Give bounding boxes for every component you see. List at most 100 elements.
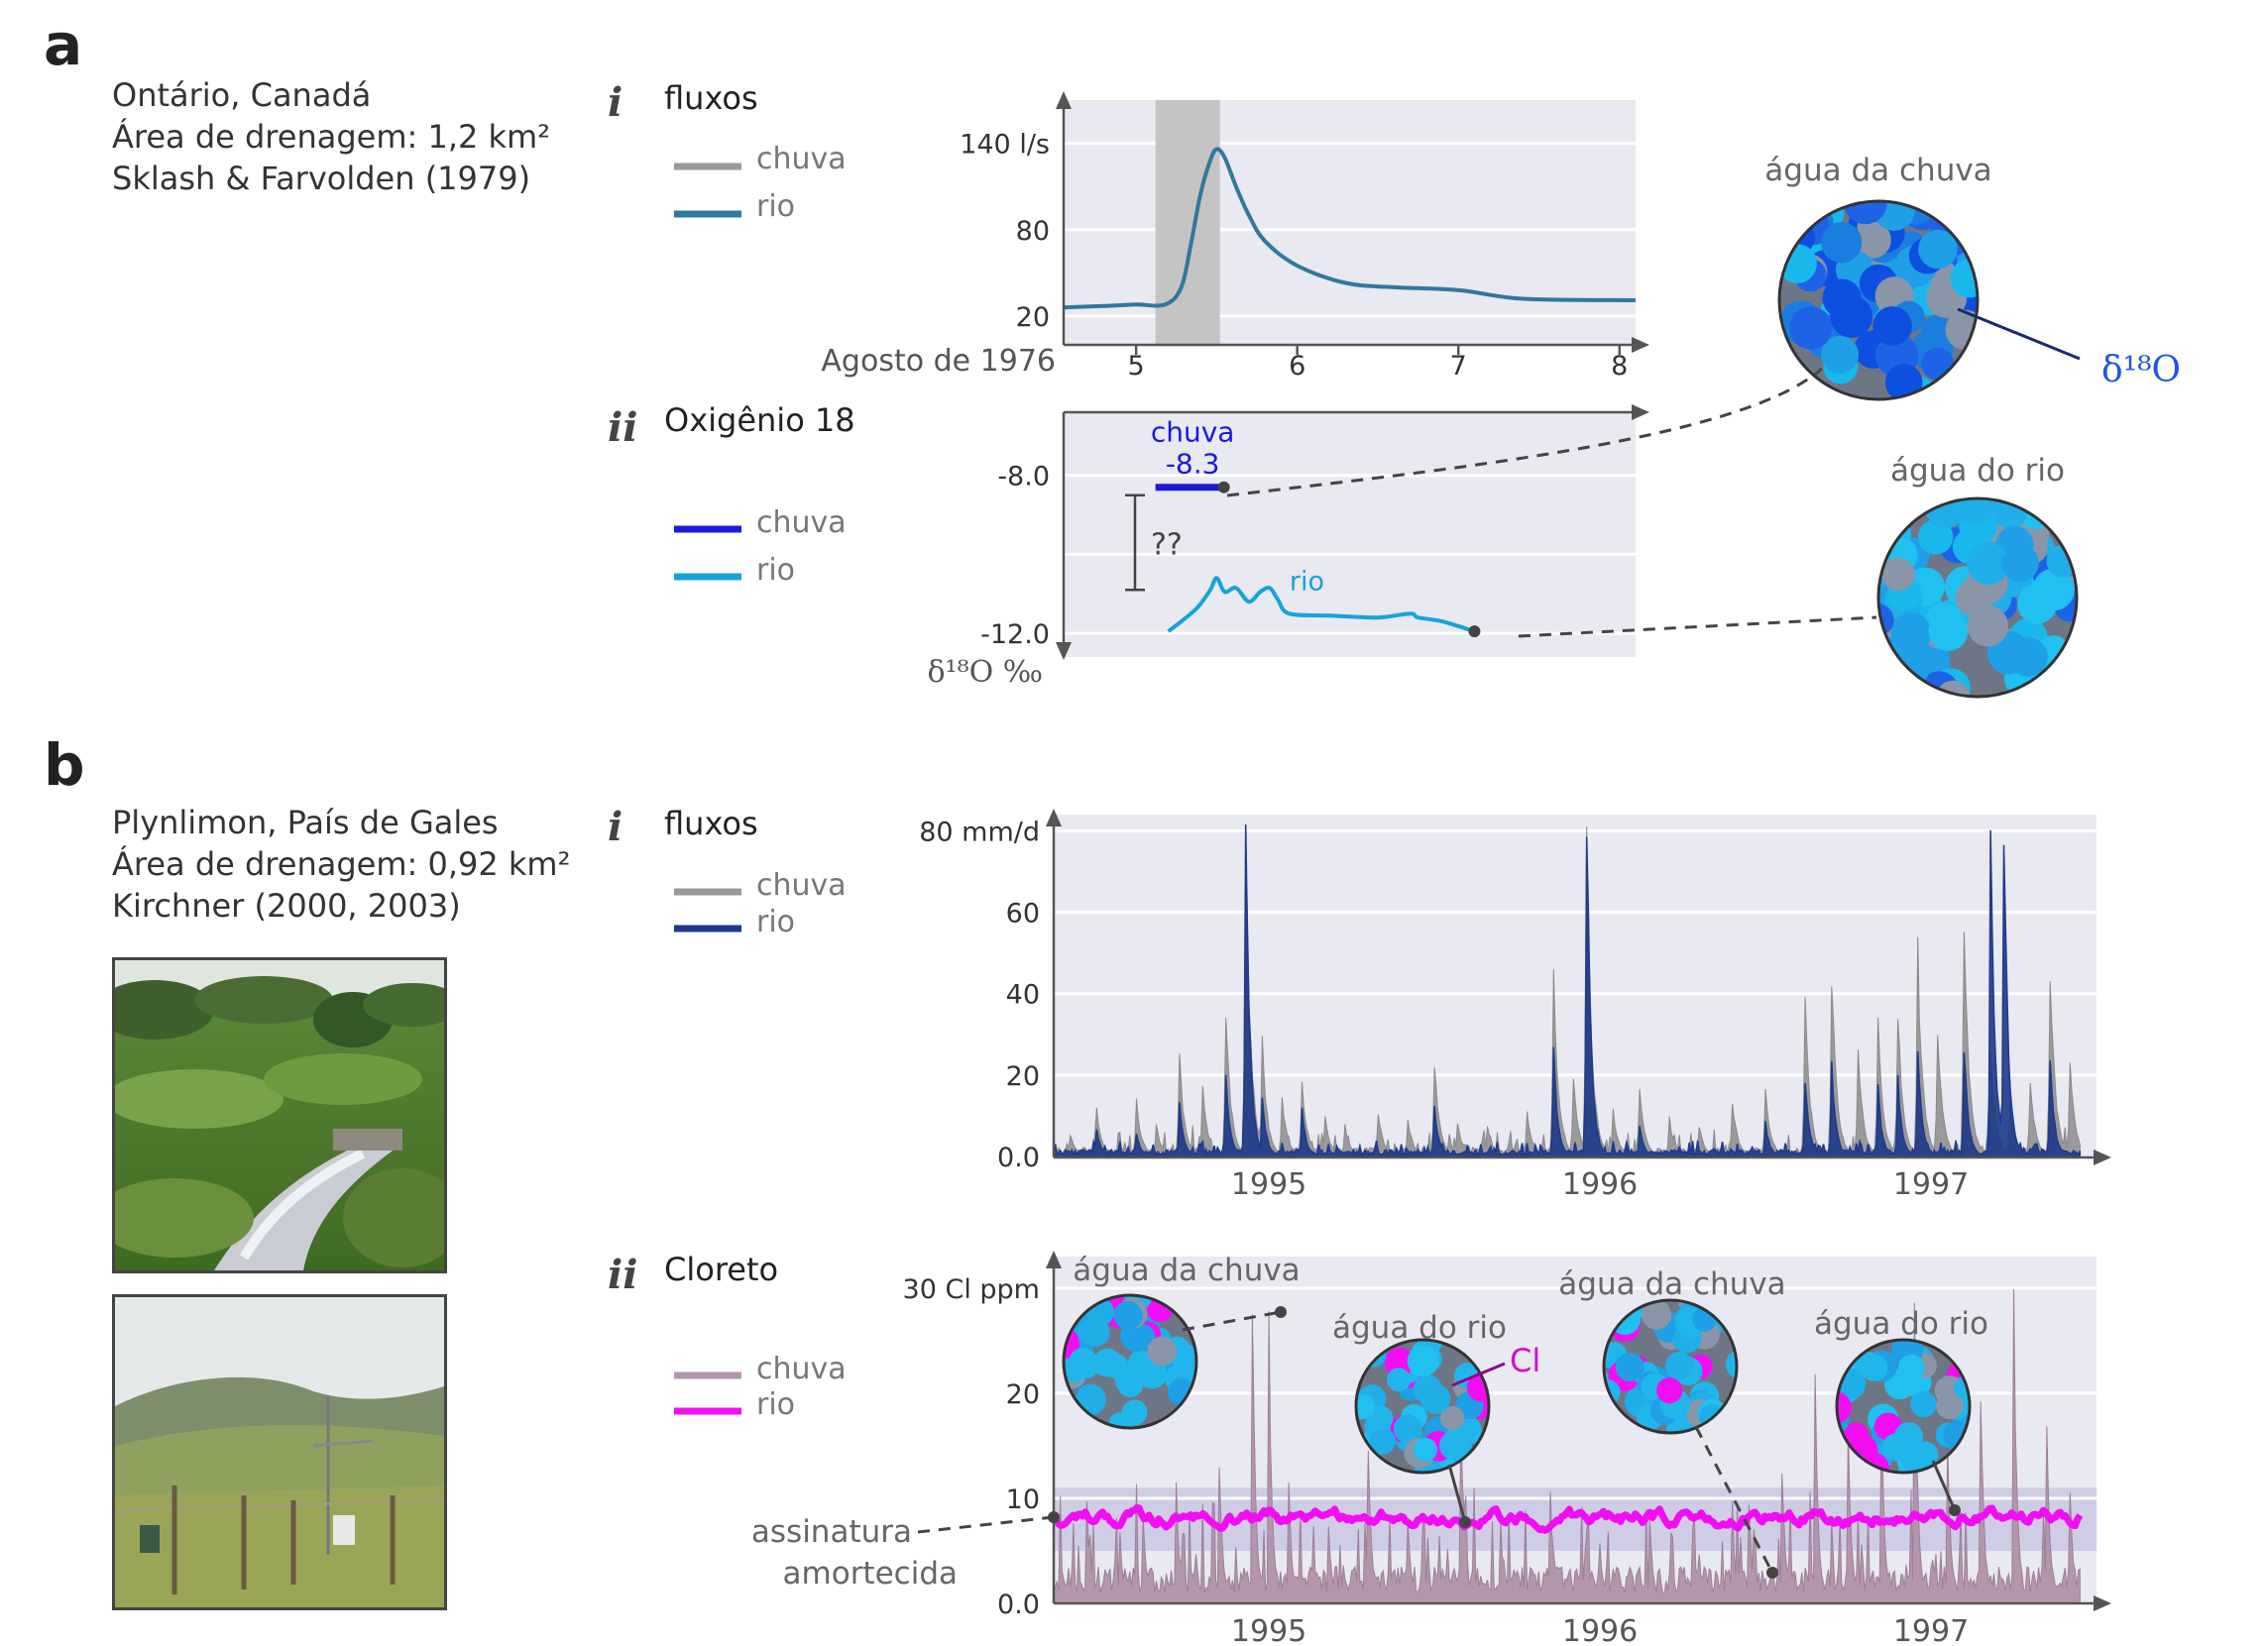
- chart-b-ii-y-tick-label: 0.0: [997, 1590, 1040, 1620]
- river-water-circle-particle: [1881, 557, 1915, 592]
- chart-a-i-y-tick-label: 80: [1016, 216, 1050, 247]
- rain-bubble-2-particle: [1664, 1352, 1694, 1380]
- chart-b-i-series-rio: [1054, 823, 2082, 1156]
- bubble-4-label: água do rio: [1814, 1306, 1988, 1342]
- damped-signature-connector: [917, 1515, 1055, 1534]
- chart-b-i-y-tick-label: 80 mm/d: [919, 817, 1040, 847]
- rain-bubble-1-particle: [1064, 1327, 1079, 1360]
- river-water-circle-particle: [1936, 680, 1971, 697]
- bubble-3-label: água da chuva: [1558, 1266, 1785, 1302]
- chart-b-ii-y-arrow: [1046, 1251, 1062, 1268]
- river-water-circle-label: água do rio: [1890, 453, 2065, 489]
- damped-signature-label-line1: assinatura: [751, 1514, 912, 1550]
- isotope-label-pointer: [1957, 307, 2081, 361]
- photo-weather-station-image: [115, 1297, 444, 1607]
- rain-water-circle-particle: [1854, 221, 1891, 259]
- chart-b-i-x-tick-label: 1997: [1893, 1167, 1969, 1202]
- rain-water-circle-particle: [1921, 347, 1955, 381]
- river-bubble-2-particle: [1893, 1422, 1924, 1452]
- river-water-circle-particle: [1925, 498, 1968, 528]
- river-bubble-1-particle: [1369, 1428, 1396, 1455]
- chart-b-i-y-arrow: [1046, 809, 1062, 826]
- chart-a-i-series-rio: [1064, 147, 1636, 310]
- legend-b-ii-rio-label: rio: [756, 1387, 795, 1422]
- rain-water-circle-particle: [1821, 222, 1863, 264]
- panel-a-ii-numeral: ii: [608, 404, 637, 451]
- chart-a-ii-series-rio-label: rio: [1290, 566, 1324, 597]
- chart-a-i-flows: 20 80 140 l/s 5 6 7 8 Agosto de 1976: [821, 91, 1649, 382]
- rain-bubble-1-particle: [1117, 1371, 1144, 1397]
- chart-a-ii-top-arrow: [1632, 404, 1649, 420]
- panel-a-location: Ontário, Canadá: [112, 76, 371, 114]
- chart-a-i-x-arrow: [1632, 337, 1649, 353]
- legend-b-ii-chuva-label: chuva: [756, 1352, 847, 1386]
- panel-b-location: Plynlimon, País de Gales: [112, 804, 499, 841]
- river-water-circle-outline: [1876, 496, 2079, 699]
- rain-water-circle-particle: [1821, 336, 1859, 374]
- river-water-circle-particle: [1928, 611, 1969, 651]
- river-water-circle-particle: [1955, 578, 1994, 617]
- chart-b-ii-series-chuva: [1054, 1289, 2081, 1603]
- panel-a-i-title: fluxos: [664, 79, 758, 117]
- river-water-circle-particle: [1878, 604, 1894, 637]
- river-water-circle-particle: [1918, 519, 1954, 555]
- damped-signature-anchor: [1048, 1511, 1060, 1523]
- legend-a-i-rio-label: rio: [756, 189, 795, 224]
- bubble-2-connector: [1447, 1464, 1467, 1523]
- rain-water-circle: [1777, 199, 1980, 401]
- river-water-circle-particle: [2001, 544, 2039, 582]
- legend-b-i-rio-label: rio: [756, 905, 795, 939]
- river-bubble-1-particle: [1393, 1414, 1422, 1444]
- river-bubble-2-particle: [1910, 1390, 1937, 1418]
- legend-b-i-chuva-label: chuva: [756, 868, 847, 903]
- river-bubble-1-particle: [1439, 1430, 1469, 1461]
- river-bubble-2-particle: [1837, 1391, 1852, 1424]
- chart-b-ii-y-tick-label: 30 Cl ppm: [903, 1274, 1040, 1305]
- bubble-4-anchor: [1949, 1504, 1961, 1516]
- chart-b-ii-x-tick-label: 1995: [1231, 1614, 1306, 1646]
- chart-b-i-y-tick-label: 20: [1006, 1061, 1040, 1092]
- chart-b-i-series-chuva: [1054, 825, 2081, 1156]
- river-water-circle-particle: [2008, 637, 2048, 677]
- chart-a-ii-y-arrow: [1056, 642, 1072, 660]
- chart-a-ii-oxygen18: -8.0 -12.0 δ¹⁸O ‰ chuva-8.3?? rio: [928, 404, 1649, 690]
- chart-a-i-x-tick-label: 7: [1450, 351, 1467, 382]
- chart-a-i-rain-band: [1155, 100, 1220, 345]
- rain-bubble-1-particle: [1069, 1348, 1097, 1376]
- rain-bubble-2-particle: [1665, 1415, 1697, 1433]
- panel-letter-b: b: [44, 731, 85, 799]
- rain-bubble-1-outline: [1062, 1293, 1198, 1430]
- river-connector-dashed: [1518, 615, 1877, 638]
- rain-water-circle-particle: [1950, 259, 1978, 298]
- rain-bubble-2-particle: [1656, 1377, 1683, 1404]
- river-bubble-1-particle: [1407, 1345, 1439, 1377]
- chart-a-ii-y-label: δ¹⁸O ‰: [928, 655, 1044, 690]
- chloride-label: Cl: [1510, 1342, 1540, 1379]
- legend-a-i-chuva-label: chuva: [756, 142, 847, 176]
- bubble-4-connector: [1931, 1460, 1957, 1511]
- panel-b-reference: Kirchner (2000, 2003): [112, 887, 461, 925]
- chart-b-i-y-tick-label: 60: [1006, 899, 1040, 930]
- rain-bubble-2-particle: [1615, 1353, 1644, 1382]
- bubble-2-anchor: [1459, 1516, 1471, 1528]
- legend-a-ii-rio-label: rio: [756, 553, 795, 588]
- panel-a-area: Área de drenagem: 1,2 km²: [112, 118, 550, 156]
- river-water-circle: [1876, 496, 2079, 699]
- rain-water-circle-particle: [1830, 295, 1873, 338]
- chart-b-i-x-tick-label: 1995: [1231, 1167, 1306, 1202]
- bubble-1-label: água da chuva: [1073, 1253, 1300, 1288]
- rain-water-circle-particle: [1872, 201, 1915, 231]
- rain-water-circle-particle: [1872, 306, 1912, 346]
- panel-b-ii-title: Cloreto: [664, 1251, 778, 1288]
- panel-a-ii-title: Oxigênio 18: [664, 401, 855, 439]
- chart-a-i-background: [1064, 100, 1636, 345]
- chart-a-i-x-tick-label: 5: [1128, 351, 1145, 382]
- rain-bubble-1-particle: [1137, 1359, 1168, 1389]
- panel-b-i-title: fluxos: [664, 805, 758, 842]
- river-bubble-1-particle: [1466, 1372, 1489, 1402]
- chart-a-i-y-arrow: [1056, 91, 1072, 109]
- rain-water-circle-particle: [1779, 244, 1817, 283]
- chart-a-ii-series-rio: [1167, 576, 1476, 634]
- rain-water-circle-label: água da chuva: [1764, 153, 1991, 188]
